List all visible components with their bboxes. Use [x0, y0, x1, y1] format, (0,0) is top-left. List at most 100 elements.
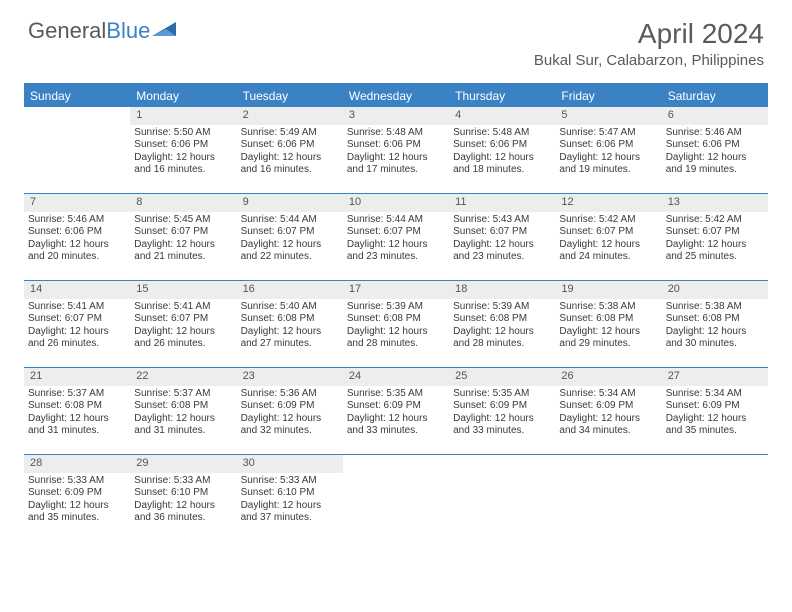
sunrise-text: Sunrise: 5:43 AM — [453, 214, 551, 227]
day-number: 26 — [555, 368, 661, 386]
daylight-text: Daylight: 12 hours and 23 minutes. — [453, 239, 551, 264]
daylight-text: Daylight: 12 hours and 25 minutes. — [666, 239, 764, 264]
day-number: 24 — [343, 368, 449, 386]
sunrise-text: Sunrise: 5:48 AM — [453, 127, 551, 140]
day-number: 8 — [130, 194, 236, 212]
day-number: 25 — [449, 368, 555, 386]
calendar-cell: 15Sunrise: 5:41 AMSunset: 6:07 PMDayligh… — [130, 281, 236, 367]
calendar-cell: 28Sunrise: 5:33 AMSunset: 6:09 PMDayligh… — [24, 455, 130, 541]
sunrise-text: Sunrise: 5:39 AM — [453, 301, 551, 314]
calendar-cell: 30Sunrise: 5:33 AMSunset: 6:10 PMDayligh… — [237, 455, 343, 541]
triangle-icon — [152, 20, 178, 43]
sunrise-text: Sunrise: 5:49 AM — [241, 127, 339, 140]
calendar: Sunday Monday Tuesday Wednesday Thursday… — [24, 83, 768, 541]
sunset-text: Sunset: 6:08 PM — [347, 313, 445, 326]
sunrise-text: Sunrise: 5:38 AM — [559, 301, 657, 314]
calendar-cell: 3Sunrise: 5:48 AMSunset: 6:06 PMDaylight… — [343, 107, 449, 193]
day-number — [662, 455, 768, 459]
sunrise-text: Sunrise: 5:33 AM — [28, 475, 126, 488]
day-number: 12 — [555, 194, 661, 212]
daylight-text: Daylight: 12 hours and 33 minutes. — [453, 413, 551, 438]
daylight-text: Daylight: 12 hours and 35 minutes. — [666, 413, 764, 438]
daylight-text: Daylight: 12 hours and 24 minutes. — [559, 239, 657, 264]
daylight-text: Daylight: 12 hours and 37 minutes. — [241, 500, 339, 525]
daylight-text: Daylight: 12 hours and 33 minutes. — [347, 413, 445, 438]
sunset-text: Sunset: 6:08 PM — [134, 400, 232, 413]
sunrise-text: Sunrise: 5:39 AM — [347, 301, 445, 314]
sunset-text: Sunset: 6:10 PM — [134, 487, 232, 500]
daylight-text: Daylight: 12 hours and 18 minutes. — [453, 152, 551, 177]
day-number: 29 — [130, 455, 236, 473]
calendar-cell: 12 Sunrise: 5:42 AMSunset: 6:07 PMDayligh… — [555, 194, 661, 280]
day-of-week-row: Sunday Monday Tuesday Wednesday Thursday… — [24, 85, 768, 107]
day-number: 27 — [662, 368, 768, 386]
daylight-text: Daylight: 12 hours and 34 minutes. — [559, 413, 657, 438]
sunset-text: Sunset: 6:07 PM — [453, 226, 551, 239]
day-number: 21 — [24, 368, 130, 386]
calendar-cell: 8Sunrise: 5:45 AMSunset: 6:07 PMDaylight… — [130, 194, 236, 280]
daylight-text: Daylight: 12 hours and 35 minutes. — [28, 500, 126, 525]
sunset-text: Sunset: 6:09 PM — [241, 400, 339, 413]
calendar-cell: 22Sunrise: 5:37 AMSunset: 6:08 PMDayligh… — [130, 368, 236, 454]
calendar-cell: 7Sunrise: 5:46 AMSunset: 6:06 PMDaylight… — [24, 194, 130, 280]
sunrise-text: Sunrise: 5:42 AM — [559, 214, 657, 227]
sunset-text: Sunset: 6:07 PM — [666, 226, 764, 239]
logo: GeneralBlue — [28, 18, 178, 44]
sunrise-text: Sunrise: 5:34 AM — [666, 388, 764, 401]
daylight-text: Daylight: 12 hours and 28 minutes. — [347, 326, 445, 351]
calendar-week: 21 Sunrise: 5:37 AM Sunset: 6:08 PM Dayligh… — [24, 368, 768, 455]
calendar-week: 28Sunrise: 5:33 AMSunset: 6:09 PMDayligh… — [24, 455, 768, 541]
sunset-text: Sunset: 6:07 PM — [28, 313, 126, 326]
sunset-text: Sunset: 6:09 PM — [453, 400, 551, 413]
day-number: 1 — [130, 107, 236, 125]
day-number: 16 — [237, 281, 343, 299]
sunrise-text: Sunrise: 5:35 AM — [347, 388, 445, 401]
day-number — [24, 107, 130, 111]
sunset-text: Sunset: 6:07 PM — [134, 226, 232, 239]
calendar-cell: 18Sunrise: 5:39 AMSunset: 6:08 PMDayligh… — [449, 281, 555, 367]
dow-saturday: Saturday — [662, 85, 768, 107]
day-number — [449, 455, 555, 459]
daylight-text: Daylight: 12 hours and 17 minutes. — [347, 152, 445, 177]
day-number: 28 — [24, 455, 130, 473]
logo-text-part2: Blue — [106, 18, 150, 43]
day-number: 23 — [237, 368, 343, 386]
sunset-text: Sunset: 6:09 PM — [347, 400, 445, 413]
title-block: April 2024 Bukal Sur, Calabarzon, Philip… — [534, 18, 764, 69]
sunset-text: Sunset: 6:07 PM — [134, 313, 232, 326]
sunset-text: Sunset: 6:06 PM — [559, 139, 657, 152]
day-number: 3 — [343, 107, 449, 125]
sunset-text: Sunset: 6:08 PM — [559, 313, 657, 326]
dow-tuesday: Tuesday — [237, 85, 343, 107]
sunrise-text: Sunrise: 5:44 AM — [347, 214, 445, 227]
sunrise-text: Sunrise: 5:42 AM — [666, 214, 764, 227]
day-number: 19 — [555, 281, 661, 299]
calendar-cell — [662, 455, 768, 541]
calendar-week: 1Sunrise: 5:50 AMSunset: 6:06 PMDaylight… — [24, 107, 768, 194]
calendar-cell: 23Sunrise: 5:36 AMSunset: 6:09 PMDayligh… — [237, 368, 343, 454]
daylight-text: Daylight: 12 hours and 26 minutes. — [134, 326, 232, 351]
sunrise-text: Sunrise: 5:37 AM — [28, 388, 126, 401]
sunrise-text: Sunrise: 5:34 AM — [559, 388, 657, 401]
sunset-text: Sunset: 6:08 PM — [241, 313, 339, 326]
daylight-text: Daylight: 12 hours and 27 minutes. — [241, 326, 339, 351]
daylight-text: Daylight: 12 hours and 29 minutes. — [559, 326, 657, 351]
calendar-cell: 25Sunrise: 5:35 AMSunset: 6:09 PMDayligh… — [449, 368, 555, 454]
day-number: 20 — [662, 281, 768, 299]
daylight-text: Daylight: 12 hours and 19 minutes. — [666, 152, 764, 177]
day-number: 14 — [24, 281, 130, 299]
calendar-cell — [24, 107, 130, 193]
calendar-cell: 29Sunrise: 5:33 AMSunset: 6:10 PMDayligh… — [130, 455, 236, 541]
calendar-cell — [555, 455, 661, 541]
calendar-cell: 5Sunrise: 5:47 AMSunset: 6:06 PMDaylight… — [555, 107, 661, 193]
daylight-text: Daylight: 12 hours and 23 minutes. — [347, 239, 445, 264]
daylight-text: Daylight: 12 hours and 26 minutes. — [28, 326, 126, 351]
daylight-text: Daylight: 12 hours and 31 minutes. — [28, 413, 126, 438]
day-number: 10 — [343, 194, 449, 212]
daylight-text: Daylight: 12 hours and 16 minutes. — [241, 152, 339, 177]
sunset-text: Sunset: 6:07 PM — [559, 226, 657, 239]
sunrise-text: Sunrise: 5:38 AM — [666, 301, 764, 314]
day-number: 6 — [662, 107, 768, 125]
day-number: 7 — [24, 194, 130, 212]
sunrise-text: Sunrise: 5:44 AM — [241, 214, 339, 227]
